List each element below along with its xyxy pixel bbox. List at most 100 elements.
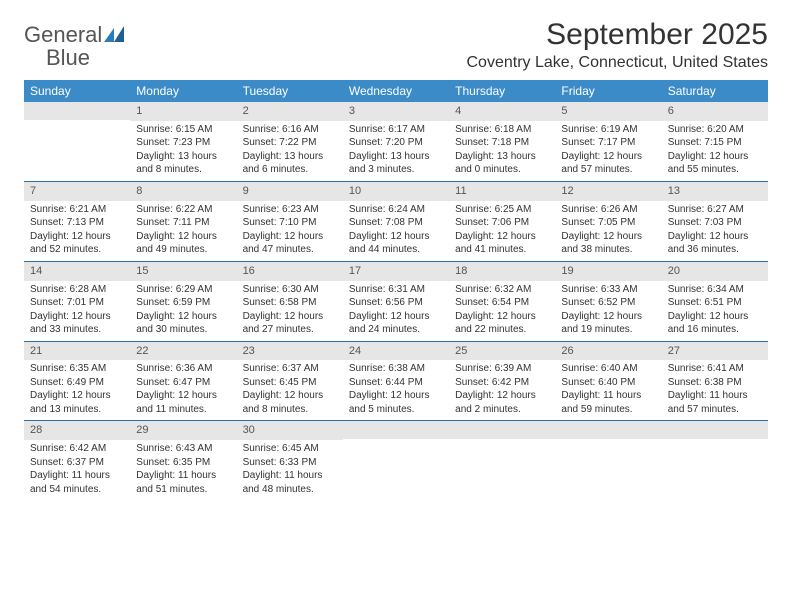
day-number [555,421,661,439]
day-cell: 18Sunrise: 6:32 AMSunset: 6:54 PMDayligh… [449,262,555,341]
day-number: 5 [555,102,661,121]
sunrise-text: Sunrise: 6:45 AM [243,442,337,456]
sunset-text: Sunset: 6:47 PM [136,376,230,390]
sunset-text: Sunset: 7:06 PM [455,216,549,230]
sunrise-text: Sunrise: 6:39 AM [455,362,549,376]
day-body: Sunrise: 6:32 AMSunset: 6:54 PMDaylight:… [449,281,555,341]
sunrise-text: Sunrise: 6:37 AM [243,362,337,376]
sunrise-text: Sunrise: 6:24 AM [349,203,443,217]
sunset-text: Sunset: 6:40 PM [561,376,655,390]
day-body: Sunrise: 6:17 AMSunset: 7:20 PMDaylight:… [343,121,449,181]
sunset-text: Sunset: 6:56 PM [349,296,443,310]
day-number: 12 [555,182,661,201]
day-cell: 7Sunrise: 6:21 AMSunset: 7:13 PMDaylight… [24,182,130,261]
day-header: Tuesday [237,80,343,102]
day-body: Sunrise: 6:37 AMSunset: 6:45 PMDaylight:… [237,360,343,420]
day-number: 29 [130,421,236,440]
sunset-text: Sunset: 7:23 PM [136,136,230,150]
day-body: Sunrise: 6:34 AMSunset: 6:51 PMDaylight:… [662,281,768,341]
sunrise-text: Sunrise: 6:22 AM [136,203,230,217]
sunset-text: Sunset: 6:37 PM [30,456,124,470]
day-body: Sunrise: 6:20 AMSunset: 7:15 PMDaylight:… [662,121,768,181]
sunrise-text: Sunrise: 6:23 AM [243,203,337,217]
daylight-text: Daylight: 12 hours and 5 minutes. [349,389,443,416]
logo-text: General Blue [24,24,126,70]
day-cell: 11Sunrise: 6:25 AMSunset: 7:06 PMDayligh… [449,182,555,261]
day-body: Sunrise: 6:40 AMSunset: 6:40 PMDaylight:… [555,360,661,420]
day-cell: 17Sunrise: 6:31 AMSunset: 6:56 PMDayligh… [343,262,449,341]
sunrise-text: Sunrise: 6:32 AM [455,283,549,297]
day-cell [343,421,449,500]
daylight-text: Daylight: 13 hours and 3 minutes. [349,150,443,177]
day-cell: 14Sunrise: 6:28 AMSunset: 7:01 PMDayligh… [24,262,130,341]
day-cell [24,102,130,181]
day-number: 4 [449,102,555,121]
day-cell: 19Sunrise: 6:33 AMSunset: 6:52 PMDayligh… [555,262,661,341]
day-body: Sunrise: 6:30 AMSunset: 6:58 PMDaylight:… [237,281,343,341]
sunrise-text: Sunrise: 6:40 AM [561,362,655,376]
sunrise-text: Sunrise: 6:43 AM [136,442,230,456]
day-cell: 28Sunrise: 6:42 AMSunset: 6:37 PMDayligh… [24,421,130,500]
day-body: Sunrise: 6:45 AMSunset: 6:33 PMDaylight:… [237,440,343,500]
daylight-text: Daylight: 11 hours and 59 minutes. [561,389,655,416]
week-row: 1Sunrise: 6:15 AMSunset: 7:23 PMDaylight… [24,102,768,181]
day-body: Sunrise: 6:33 AMSunset: 6:52 PMDaylight:… [555,281,661,341]
week-row: 28Sunrise: 6:42 AMSunset: 6:37 PMDayligh… [24,420,768,500]
daylight-text: Daylight: 12 hours and 24 minutes. [349,310,443,337]
daylight-text: Daylight: 12 hours and 49 minutes. [136,230,230,257]
sunset-text: Sunset: 7:13 PM [30,216,124,230]
day-cell: 5Sunrise: 6:19 AMSunset: 7:17 PMDaylight… [555,102,661,181]
day-number: 23 [237,342,343,361]
location: Coventry Lake, Connecticut, United State… [467,54,769,72]
daylight-text: Daylight: 12 hours and 13 minutes. [30,389,124,416]
daylight-text: Daylight: 12 hours and 55 minutes. [668,150,762,177]
day-body: Sunrise: 6:25 AMSunset: 7:06 PMDaylight:… [449,201,555,261]
sunrise-text: Sunrise: 6:34 AM [668,283,762,297]
day-cell: 25Sunrise: 6:39 AMSunset: 6:42 PMDayligh… [449,342,555,421]
logo-word1: General [24,22,102,47]
day-body: Sunrise: 6:16 AMSunset: 7:22 PMDaylight:… [237,121,343,181]
sunrise-text: Sunrise: 6:17 AM [349,123,443,137]
sunset-text: Sunset: 6:59 PM [136,296,230,310]
sunrise-text: Sunrise: 6:15 AM [136,123,230,137]
day-cell [662,421,768,500]
day-header: Thursday [449,80,555,102]
sunset-text: Sunset: 6:49 PM [30,376,124,390]
day-number: 6 [662,102,768,121]
sunset-text: Sunset: 7:10 PM [243,216,337,230]
sunset-text: Sunset: 7:15 PM [668,136,762,150]
day-cell: 20Sunrise: 6:34 AMSunset: 6:51 PMDayligh… [662,262,768,341]
day-number: 27 [662,342,768,361]
sunrise-text: Sunrise: 6:35 AM [30,362,124,376]
sunset-text: Sunset: 6:54 PM [455,296,549,310]
sunset-text: Sunset: 6:42 PM [455,376,549,390]
sunset-text: Sunset: 6:45 PM [243,376,337,390]
day-body: Sunrise: 6:27 AMSunset: 7:03 PMDaylight:… [662,201,768,261]
day-number: 19 [555,262,661,281]
week-row: 14Sunrise: 6:28 AMSunset: 7:01 PMDayligh… [24,261,768,341]
sunrise-text: Sunrise: 6:36 AM [136,362,230,376]
sunset-text: Sunset: 7:22 PM [243,136,337,150]
daylight-text: Daylight: 13 hours and 0 minutes. [455,150,549,177]
day-body: Sunrise: 6:39 AMSunset: 6:42 PMDaylight:… [449,360,555,420]
day-cell: 8Sunrise: 6:22 AMSunset: 7:11 PMDaylight… [130,182,236,261]
logo: General Blue [24,18,126,70]
day-number: 8 [130,182,236,201]
sunrise-text: Sunrise: 6:29 AM [136,283,230,297]
logo-flag-icon [104,26,126,47]
sunset-text: Sunset: 7:18 PM [455,136,549,150]
sunrise-text: Sunrise: 6:27 AM [668,203,762,217]
day-number: 20 [662,262,768,281]
day-body: Sunrise: 6:29 AMSunset: 6:59 PMDaylight:… [130,281,236,341]
day-body: Sunrise: 6:43 AMSunset: 6:35 PMDaylight:… [130,440,236,500]
day-header: Wednesday [343,80,449,102]
sunrise-text: Sunrise: 6:20 AM [668,123,762,137]
week-row: 7Sunrise: 6:21 AMSunset: 7:13 PMDaylight… [24,181,768,261]
day-cell: 4Sunrise: 6:18 AMSunset: 7:18 PMDaylight… [449,102,555,181]
daylight-text: Daylight: 12 hours and 57 minutes. [561,150,655,177]
day-cell [449,421,555,500]
daylight-text: Daylight: 12 hours and 22 minutes. [455,310,549,337]
sunset-text: Sunset: 7:01 PM [30,296,124,310]
sunrise-text: Sunrise: 6:28 AM [30,283,124,297]
daylight-text: Daylight: 12 hours and 30 minutes. [136,310,230,337]
